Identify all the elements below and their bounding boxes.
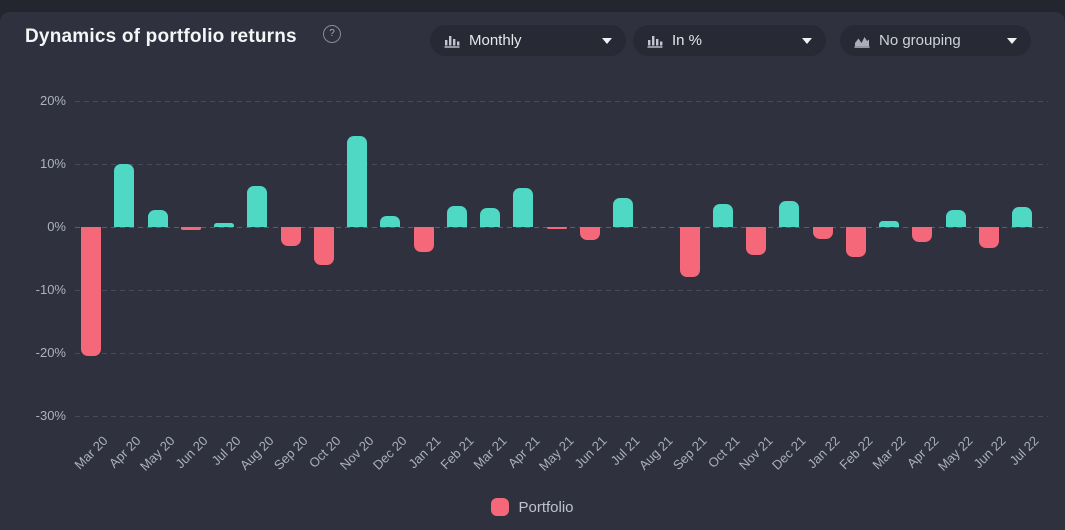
bar-chart-icon: [647, 34, 663, 48]
bar-Dec-21[interactable]: [779, 200, 800, 227]
bar-chart-icon: [444, 34, 460, 48]
y-axis-label: 10%: [39, 156, 66, 171]
x-axis-label: Sep 20: [270, 433, 311, 473]
x-axis-label: Sep 21: [669, 433, 710, 473]
bar-Sep-20[interactable]: [280, 227, 301, 246]
bar-Feb-21[interactable]: [446, 206, 467, 227]
x-axis-label: Jan 21: [404, 433, 444, 472]
x-axis-label: May 20: [136, 433, 178, 474]
bar-Jun-22[interactable]: [978, 227, 999, 248]
x-axis-label: Mar 20: [71, 433, 111, 473]
bar-May-21[interactable]: [546, 227, 567, 229]
y-axis-label: -20%: [35, 345, 66, 360]
bar-May-20[interactable]: [147, 209, 168, 227]
x-axis-label: May 21: [535, 433, 577, 474]
interval-dropdown[interactable]: Monthly: [430, 25, 626, 56]
bar-Jul-21[interactable]: [613, 198, 633, 227]
chevron-down-icon: [1007, 37, 1017, 44]
x-axis-label: Aug 21: [636, 433, 676, 473]
portfolio-returns-card: Dynamics of portfolio returns ? Monthly …: [0, 12, 1065, 530]
bar-Jun-20[interactable]: [180, 227, 201, 231]
bar-Jul-20[interactable]: [214, 222, 234, 227]
bar-Jan-21[interactable]: [413, 227, 434, 253]
bar-Jul-22[interactable]: [1012, 206, 1032, 227]
legend-item-portfolio[interactable]: Portfolio: [0, 496, 1065, 518]
bar-Jan-22[interactable]: [812, 227, 833, 239]
bar-Apr-22[interactable]: [912, 227, 933, 243]
bar-Nov-21[interactable]: [746, 227, 766, 256]
x-axis-label: Jun 20: [172, 433, 211, 472]
bar-Mar-22[interactable]: [879, 220, 899, 227]
grouping-dropdown-value: No grouping: [879, 32, 961, 49]
gridline: [75, 416, 1048, 417]
interval-dropdown-value: Monthly: [469, 32, 522, 49]
x-axis-label: Mar 21: [470, 433, 510, 473]
unit-dropdown[interactable]: In %: [633, 25, 826, 56]
gridline: [75, 290, 1048, 291]
gridline: [75, 101, 1048, 102]
x-axis-label: Feb 22: [836, 433, 876, 473]
x-axis-label: Jul 22: [1006, 433, 1042, 469]
bar-Feb-22[interactable]: [845, 227, 866, 257]
bar-Mar-21[interactable]: [480, 208, 500, 227]
unit-dropdown-value: In %: [672, 32, 703, 49]
bar-Oct-20[interactable]: [313, 227, 334, 265]
x-axis-label: Dec 20: [370, 433, 410, 473]
bar-Jun-21[interactable]: [579, 227, 600, 240]
x-axis-label: Jan 22: [803, 433, 843, 472]
chevron-down-icon: [602, 37, 612, 44]
bar-Dec-20[interactable]: [380, 216, 401, 227]
x-axis-label: Nov 21: [735, 433, 776, 473]
grouping-dropdown[interactable]: No grouping: [840, 25, 1031, 56]
x-axis-label: Nov 20: [336, 433, 377, 473]
bar-Oct-21[interactable]: [712, 203, 733, 227]
bar-Sep-21[interactable]: [679, 227, 700, 278]
x-axis-label: Mar 22: [869, 433, 909, 473]
bar-Aug-20[interactable]: [247, 186, 268, 227]
chevron-down-icon: [802, 37, 812, 44]
y-axis-label: -10%: [35, 282, 66, 297]
x-axis-label: Oct 21: [704, 433, 743, 471]
legend-swatch: [491, 498, 510, 516]
x-axis-label: Jun 21: [571, 433, 610, 472]
x-axis-label: Aug 20: [237, 433, 277, 473]
y-axis-label: 0%: [47, 219, 66, 234]
y-axis-label: 20%: [39, 93, 66, 108]
page-title: Dynamics of portfolio returns: [25, 26, 297, 47]
y-axis-label: -30%: [35, 408, 66, 423]
x-axis-label: Oct 20: [305, 433, 344, 471]
bar-Apr-20[interactable]: [114, 164, 135, 227]
gridline: [75, 353, 1048, 354]
bar-Apr-21[interactable]: [513, 187, 534, 227]
bar-May-22[interactable]: [945, 209, 966, 227]
x-axis-label: Jun 22: [970, 433, 1009, 472]
area-chart-icon: [854, 34, 870, 48]
bar-Nov-20[interactable]: [347, 135, 367, 227]
help-icon[interactable]: ?: [323, 25, 341, 43]
x-axis-label: Dec 21: [769, 433, 809, 473]
gridline: [75, 164, 1048, 165]
bar-Mar-20[interactable]: [81, 227, 101, 357]
legend-label: Portfolio: [518, 498, 574, 516]
x-axis-label: Feb 21: [437, 433, 477, 473]
x-axis-label: May 22: [934, 433, 976, 474]
